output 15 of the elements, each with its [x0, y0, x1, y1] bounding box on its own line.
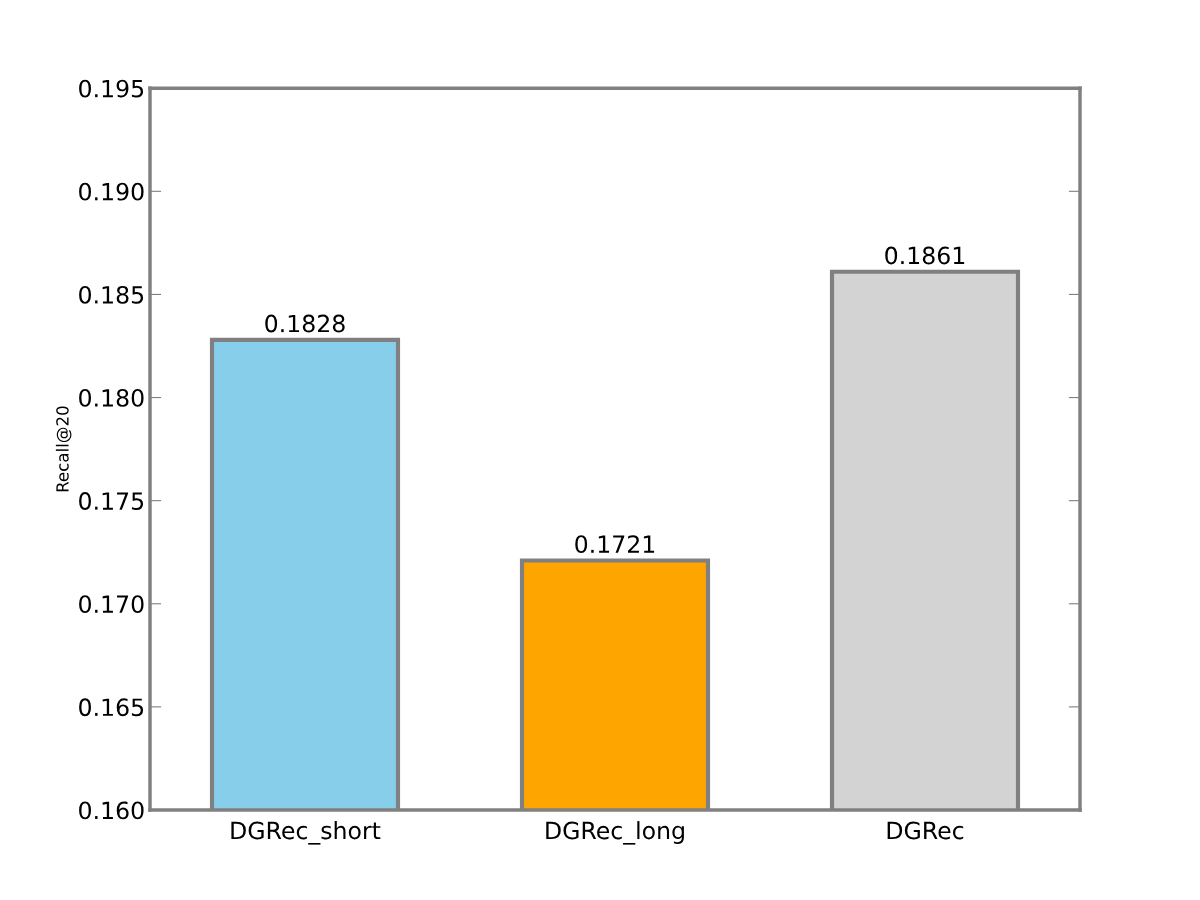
y-tick-label: 0.180	[79, 388, 144, 407]
y-tick-label: 0.160	[79, 801, 144, 820]
y-tick-label: 0.165	[79, 698, 144, 717]
y-tick-label: 0.185	[79, 285, 144, 304]
x-tick-label: DGRec_long	[546, 821, 684, 845]
y-tick-label: 0.190	[79, 182, 144, 201]
y-axis-title: Recall@20	[55, 406, 72, 492]
y-tick-label: 0.170	[79, 595, 144, 614]
data-label: 0.1721	[575, 535, 655, 554]
y-tick-label: 0.195	[79, 79, 144, 98]
x-tick-label: DGRec_short	[231, 821, 381, 845]
data-label: 0.1828	[265, 314, 345, 333]
x-tick-label: DGRec	[887, 821, 964, 840]
y-tick-label: 0.175	[79, 492, 144, 510]
data-label: 0.1861	[885, 246, 965, 265]
